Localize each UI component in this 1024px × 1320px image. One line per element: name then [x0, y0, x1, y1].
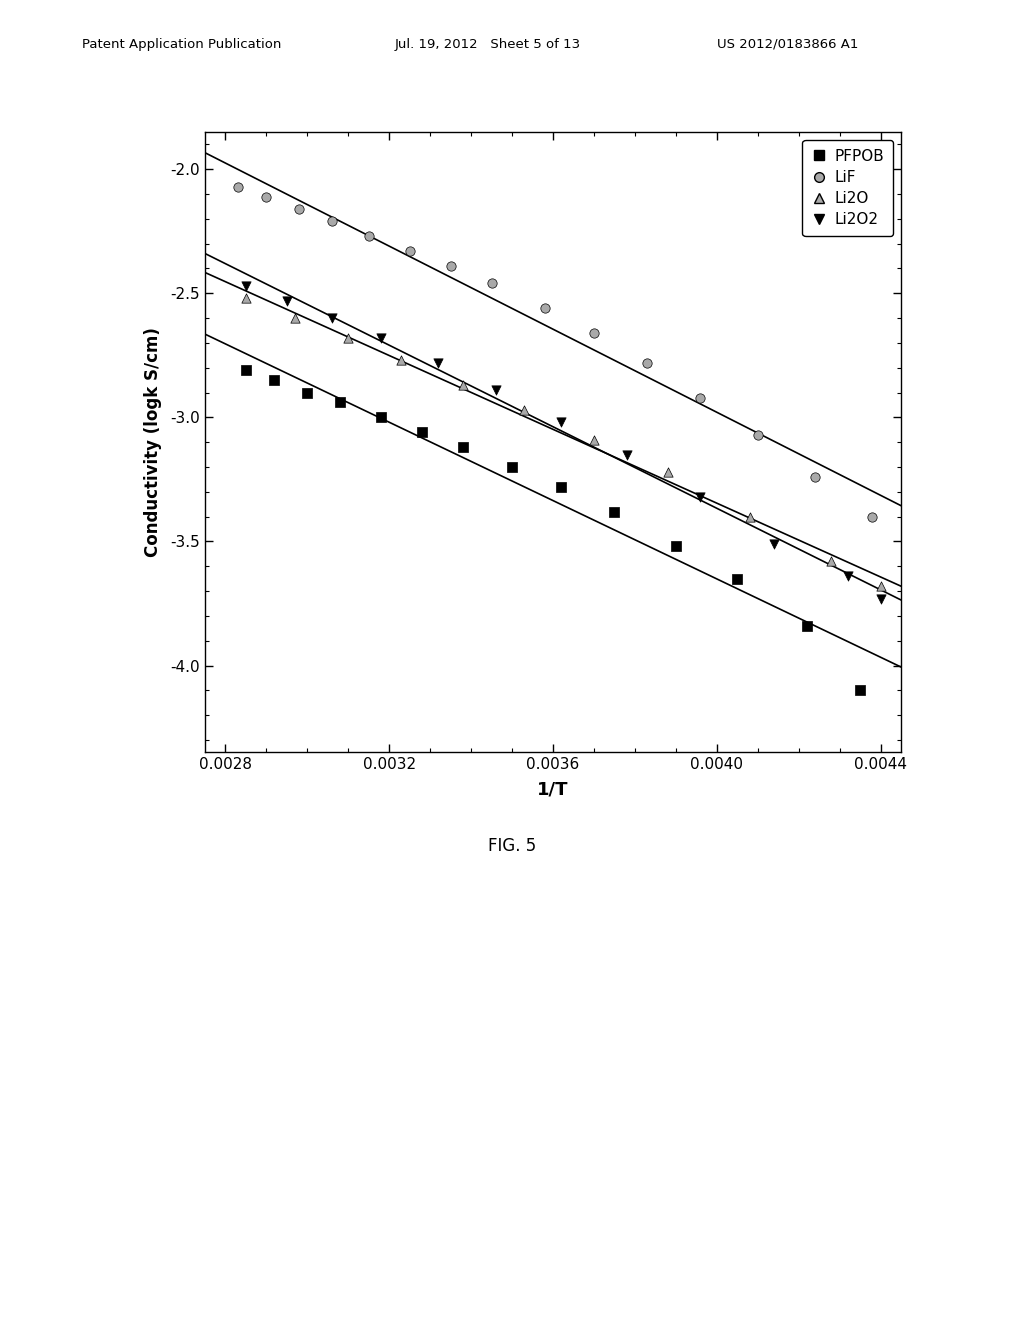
Point [504, 457, 520, 478]
Point [414, 421, 430, 442]
Point [332, 392, 348, 413]
Point [872, 576, 889, 597]
Point [373, 407, 389, 428]
Y-axis label: Conductivity (logk S/cm): Conductivity (logk S/cm) [143, 327, 162, 557]
Point [729, 568, 745, 589]
Point [668, 536, 684, 557]
Point [483, 273, 500, 294]
Point [258, 186, 274, 207]
Text: Patent Application Publication: Patent Application Publication [82, 37, 282, 50]
Point [266, 370, 283, 391]
Point [872, 587, 889, 609]
Point [430, 352, 446, 374]
Point [229, 176, 246, 197]
Point [299, 381, 315, 403]
Point [553, 477, 569, 498]
Point [766, 533, 782, 554]
Point [238, 359, 254, 380]
Point [799, 615, 815, 636]
Point [291, 198, 307, 219]
Point [393, 350, 410, 371]
Point [586, 429, 602, 450]
Point [360, 226, 377, 247]
Point [324, 308, 340, 329]
Point [692, 387, 709, 408]
Point [618, 444, 635, 465]
Text: US 2012/0183866 A1: US 2012/0183866 A1 [717, 37, 858, 50]
Point [659, 462, 676, 483]
Point [741, 506, 758, 527]
Point [487, 380, 504, 401]
Point [692, 486, 709, 507]
Point [279, 290, 295, 312]
Point [287, 308, 303, 329]
Text: Jul. 19, 2012   Sheet 5 of 13: Jul. 19, 2012 Sheet 5 of 13 [394, 37, 581, 50]
Legend: PFPOB, LiF, Li2O, Li2O2: PFPOB, LiF, Li2O, Li2O2 [803, 140, 894, 236]
Point [238, 276, 254, 297]
Text: FIG. 5: FIG. 5 [487, 837, 537, 855]
Point [807, 466, 823, 487]
Point [553, 412, 569, 433]
Point [455, 437, 471, 458]
X-axis label: 1/T: 1/T [538, 780, 568, 799]
Point [324, 211, 340, 232]
Point [864, 506, 881, 527]
Point [750, 424, 766, 445]
Point [455, 375, 471, 396]
Point [516, 400, 532, 421]
Point [442, 256, 459, 277]
Point [606, 502, 623, 523]
Point [340, 327, 356, 348]
Point [401, 240, 418, 261]
Point [238, 288, 254, 309]
Point [852, 680, 868, 701]
Point [823, 550, 840, 572]
Point [586, 322, 602, 343]
Point [537, 297, 553, 318]
Point [639, 352, 655, 374]
Point [840, 566, 856, 587]
Point [373, 327, 389, 348]
